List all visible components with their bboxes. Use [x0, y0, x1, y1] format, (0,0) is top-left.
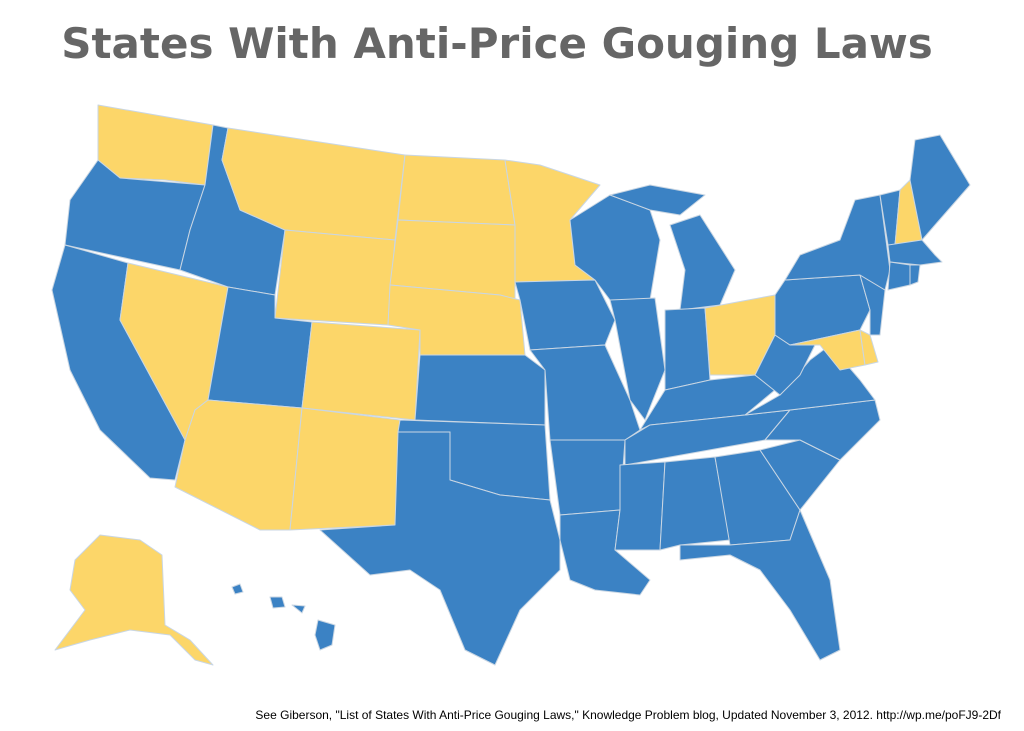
state	[679, 509, 841, 661]
map-title: States With Anti-Price Gouging Laws	[61, 19, 933, 68]
state	[414, 354, 546, 426]
state	[269, 596, 286, 609]
state	[887, 261, 911, 291]
state	[659, 456, 731, 551]
state	[784, 194, 891, 291]
state	[319, 431, 561, 666]
state	[54, 534, 214, 666]
state	[859, 329, 879, 366]
state	[514, 279, 616, 351]
state	[231, 583, 244, 595]
state	[174, 399, 303, 531]
state	[909, 264, 921, 286]
state	[301, 321, 421, 421]
state	[909, 134, 971, 241]
state	[289, 407, 401, 531]
state	[291, 604, 306, 614]
source-caption: See Giberson, "List of States With Anti-…	[255, 708, 1001, 722]
state	[314, 619, 336, 651]
state	[397, 154, 516, 226]
state	[669, 214, 736, 311]
state	[614, 461, 666, 551]
us-map	[51, 104, 971, 666]
state	[274, 229, 396, 326]
state	[609, 297, 666, 421]
state	[887, 239, 943, 266]
state	[97, 104, 214, 186]
state	[609, 184, 706, 216]
state	[664, 307, 711, 391]
state	[549, 439, 626, 516]
